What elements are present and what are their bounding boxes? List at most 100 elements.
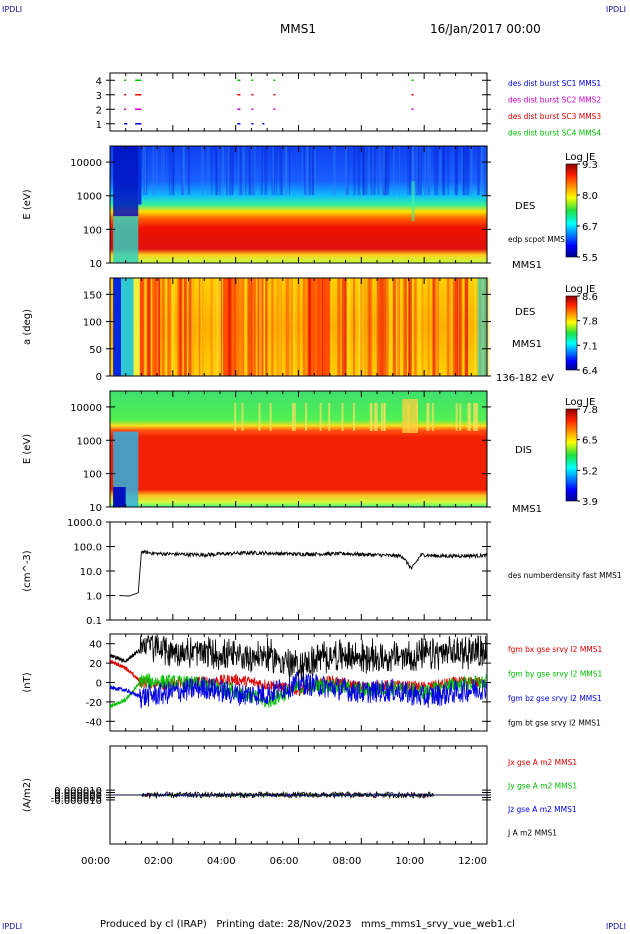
spectrogram-stripe xyxy=(367,146,370,196)
corner-label-bottom-left: IPDLI xyxy=(2,922,23,931)
spectrogram-stripe xyxy=(377,146,379,196)
spectrogram-stripe xyxy=(307,146,310,196)
spectrogram-stripe xyxy=(341,278,344,376)
spectrogram-stripe xyxy=(370,146,373,196)
x-tick-label: 04:00 xyxy=(207,856,236,867)
spectrogram-stripe xyxy=(182,146,185,196)
spectrogram-stripe xyxy=(464,278,468,376)
spectrogram-stripe xyxy=(477,146,480,196)
spectrogram-stripe xyxy=(341,403,344,431)
colorbar-tick-label: 7.8 xyxy=(582,405,598,416)
spectrogram-stripe xyxy=(171,146,175,196)
spectrogram-stripe xyxy=(344,278,347,376)
colorbar-title: Log JE xyxy=(565,152,595,163)
spectrogram-stripe xyxy=(328,403,331,431)
spectrogram-stripe xyxy=(380,278,384,376)
y-axis-label: E (eV) xyxy=(22,189,33,219)
spectrogram-stripe xyxy=(468,403,471,431)
spectrogram-stripe xyxy=(280,146,283,196)
spectrogram-stripe xyxy=(180,278,183,376)
spectrogram-stripe xyxy=(347,278,350,376)
spectrogram-stripe xyxy=(352,403,355,431)
colorbar-title: Log JE xyxy=(565,397,595,408)
spectrogram-stripe xyxy=(476,403,479,431)
spectrogram-stripe xyxy=(305,278,309,376)
spectrogram-stripe xyxy=(461,146,463,196)
spectrogram-stripe xyxy=(345,146,349,196)
spectrogram-stripe xyxy=(260,146,263,196)
spectrogram-stripe xyxy=(216,146,219,196)
des-energy-spectrogram xyxy=(110,146,487,263)
spectrogram-stripe xyxy=(239,146,243,196)
spectrogram-stripe xyxy=(225,146,228,196)
spectrogram-stripe xyxy=(332,146,335,196)
y-tick-label: 20 xyxy=(89,659,102,670)
corner-label-right: IPDLI xyxy=(605,5,626,14)
spectrogram-stripe xyxy=(202,278,204,376)
spectrogram-stripe xyxy=(361,278,364,376)
spectrogram-stripe xyxy=(312,146,314,196)
y-tick-label: 10.0 xyxy=(80,567,102,578)
spectrogram-stripe xyxy=(427,403,430,431)
spectrogram-stripe xyxy=(446,278,449,376)
spectrogram-stripe xyxy=(312,146,314,196)
y-axis-label: E (eV) xyxy=(22,434,33,464)
spectrogram-stripe xyxy=(458,278,460,376)
spectrogram-stripe xyxy=(427,146,430,196)
spectrogram-stripe xyxy=(412,146,414,196)
y-tick-label: 100.0 xyxy=(73,543,102,554)
spectrogram-stripe xyxy=(357,278,360,376)
spectrogram-stripe xyxy=(414,278,416,376)
spectrogram-stripe xyxy=(305,403,308,431)
footer-text: Produced by cl (IRAP) Printing date: 28/… xyxy=(100,919,515,930)
spectrogram-stripe xyxy=(345,146,348,196)
bfield-legend-entry: fgm by gse srvy l2 MMS1 xyxy=(508,670,603,679)
spectrogram-stripe xyxy=(414,278,417,376)
spectrogram-stripe xyxy=(452,146,454,196)
spectrogram-stripe xyxy=(374,403,377,431)
spectrogram-stripe xyxy=(442,146,445,196)
dis-energy-spectrogram xyxy=(110,391,487,507)
y-tick-label: 10 xyxy=(89,503,102,514)
y-axis-label: a (deg) xyxy=(22,309,33,345)
spectrogram-stripe xyxy=(427,278,430,376)
spectrogram-stripe xyxy=(435,278,437,376)
spectrogram-stripe xyxy=(248,146,252,196)
spectrogram-stripe xyxy=(182,146,185,196)
spectrogram-stripe xyxy=(348,278,351,376)
spectrogram-stripe xyxy=(303,146,307,196)
spectrogram-stripe xyxy=(411,181,415,221)
y-tick-label: 0.1 xyxy=(86,616,102,627)
dis-energy-colorbar xyxy=(565,408,578,502)
spectrogram-stripe xyxy=(433,146,437,196)
spectrogram-stripe xyxy=(145,146,148,196)
bfield-legend-entry: fgm bx gse srvy l2 MMS1 xyxy=(508,645,603,654)
spectrogram-stripe xyxy=(467,146,470,196)
spectrogram-stripe xyxy=(463,146,466,196)
spectrogram-stripe xyxy=(220,278,223,376)
spectrogram-stripe xyxy=(288,146,291,196)
panel-side-label: DIS xyxy=(515,445,532,456)
spectrogram-stripe xyxy=(143,146,145,196)
spectrogram-stripe xyxy=(258,403,261,431)
spectrogram-stripe xyxy=(439,146,442,196)
spectrogram-stripe xyxy=(167,278,171,376)
spectrogram-stripe xyxy=(417,146,420,196)
spectrogram-stripe xyxy=(236,278,240,376)
overlay-label: edp scpot MMS1 xyxy=(508,235,570,244)
spectrogram-stripe xyxy=(362,146,365,196)
spectrogram-stripe xyxy=(184,278,187,376)
y-tick-label: 0.000000 xyxy=(54,791,102,802)
spectrogram-stripe xyxy=(322,278,325,376)
spectrogram-stripe xyxy=(392,146,395,196)
spectrogram-stripe xyxy=(358,278,362,376)
current-legend-entry: Jy gse A m2 MMS1 xyxy=(507,782,577,791)
current-series-line xyxy=(110,790,487,800)
x-tick-label: 02:00 xyxy=(144,856,173,867)
spectrogram-stripe xyxy=(240,278,243,376)
spectrogram-stripe xyxy=(308,146,312,196)
spectrogram-stripe xyxy=(365,146,368,196)
spectrogram-stripe xyxy=(237,146,240,196)
spectrogram-stripe xyxy=(304,278,307,376)
spectrogram-stripe xyxy=(219,146,222,196)
